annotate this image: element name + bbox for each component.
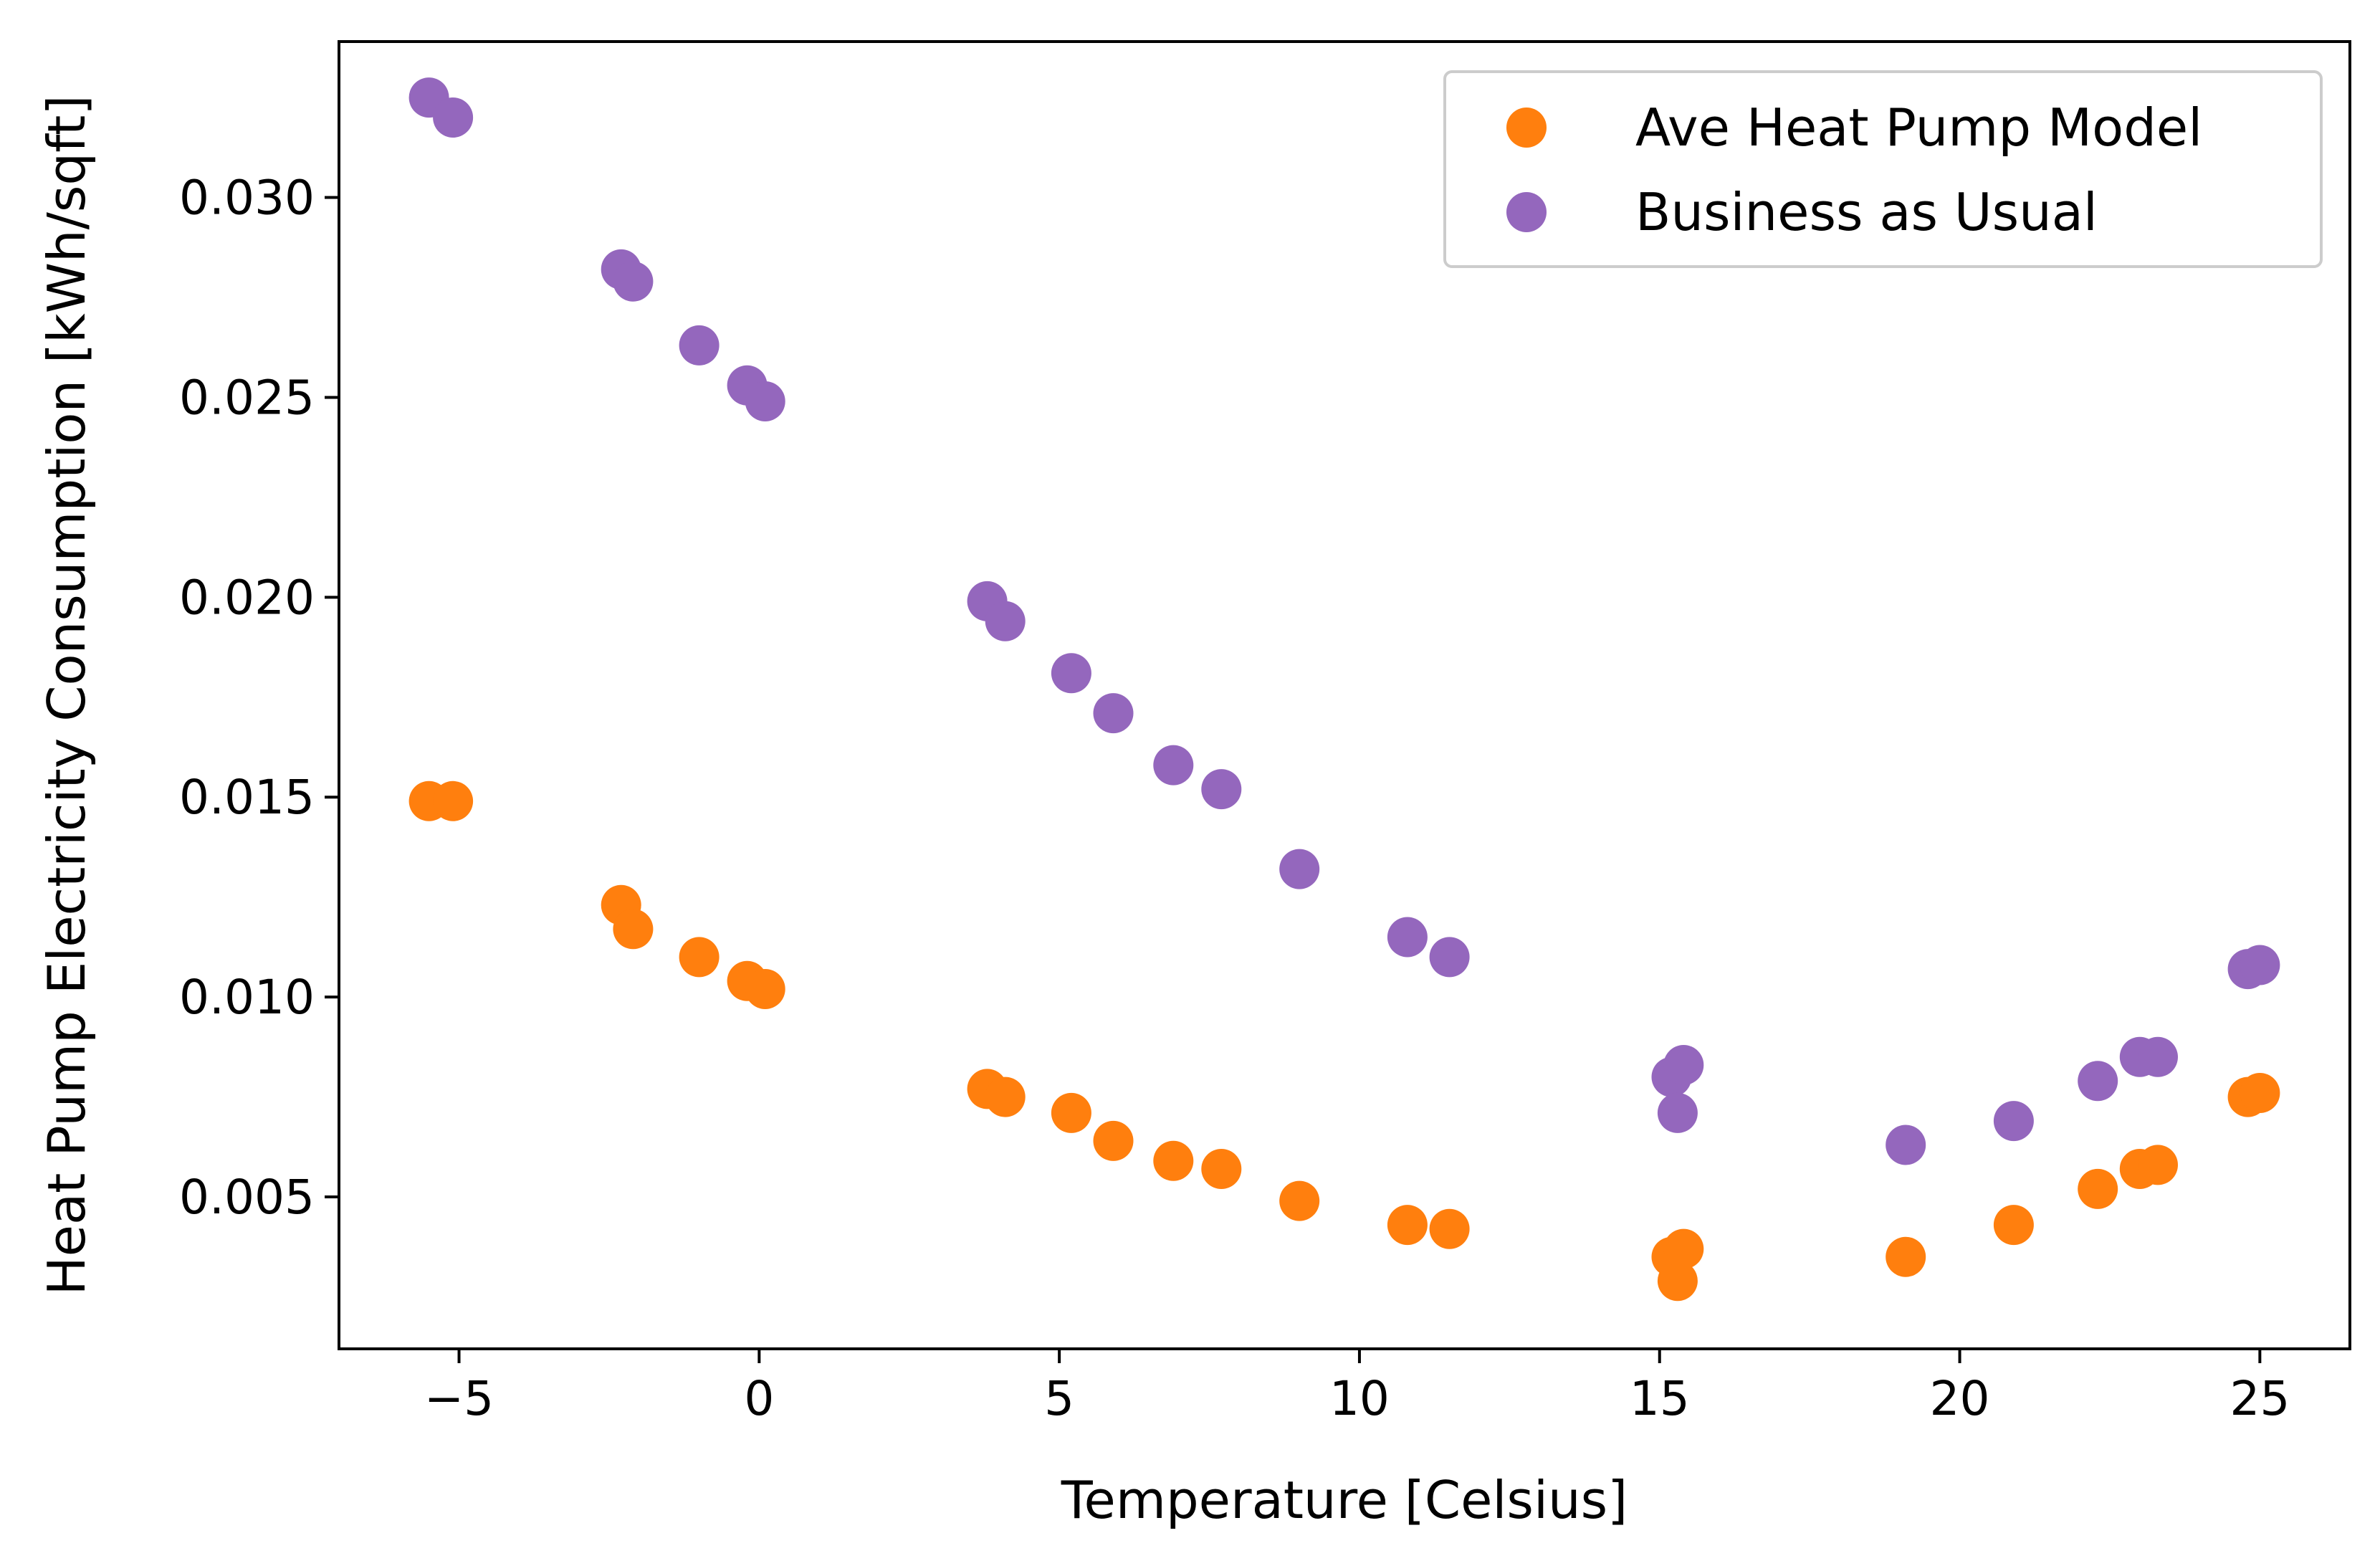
y-tick-label: 0.030 (179, 171, 315, 226)
x-tick-label: 25 (2230, 1371, 2290, 1426)
data-point (2240, 945, 2280, 985)
data-point (1051, 1092, 1091, 1133)
data-point (613, 261, 654, 302)
data-point (2138, 1145, 2178, 1185)
data-point (2078, 1061, 2118, 1102)
data-point (1429, 1208, 1470, 1249)
data-point (745, 381, 785, 421)
data-point (1201, 769, 1242, 810)
data-point (1153, 745, 1194, 786)
x-tick-label: 20 (1930, 1371, 1990, 1426)
data-point (1993, 1205, 2034, 1246)
data-point (613, 909, 654, 950)
data-point (1093, 1120, 1134, 1161)
marks-layer (408, 77, 2280, 1302)
data-point (1429, 937, 1470, 978)
data-point (679, 325, 720, 366)
data-point (1153, 1140, 1194, 1181)
data-point (985, 601, 1026, 641)
legend-label: Business as Usual (1635, 182, 2098, 242)
y-tick-label: 0.020 (179, 570, 315, 625)
legend: Ave Heat Pump Model Business as Usual (1443, 70, 2323, 268)
series-ave-heat-pump-model (408, 780, 2280, 1302)
legend-marker (1506, 192, 1547, 232)
y-axis: 0.005 0.010 0.015 0.020 0.025 0.030 (179, 171, 339, 1225)
data-point (2138, 1036, 2178, 1077)
data-point (1051, 653, 1091, 694)
y-tick-label: 0.015 (179, 770, 315, 825)
x-tick-label: 5 (1044, 1371, 1074, 1426)
x-tick-label: −5 (424, 1371, 494, 1426)
data-point (1657, 1092, 1698, 1133)
data-point (1387, 1205, 1428, 1246)
series-business-as-usual (408, 77, 2280, 1165)
y-tick-label: 0.025 (179, 370, 315, 425)
data-point (2078, 1168, 2118, 1209)
legend-label: Ave Heat Pump Model (1635, 97, 2202, 158)
x-tick-label: 10 (1329, 1371, 1390, 1426)
y-axis-label: Heat Pump Electricity Consumption [kWh/s… (37, 95, 97, 1296)
data-point (679, 937, 720, 978)
x-tick-label: 15 (1630, 1371, 1690, 1426)
data-point (1886, 1236, 1926, 1277)
x-tick-label: 0 (744, 1371, 774, 1426)
data-point (1886, 1125, 1926, 1165)
data-point (1279, 849, 1320, 889)
x-axis-label: Temperature [Celsius] (1061, 1470, 1628, 1530)
data-point (1093, 693, 1134, 734)
legend-box (1443, 70, 2323, 268)
data-point (1279, 1180, 1320, 1221)
data-point (1663, 1228, 1704, 1269)
y-tick-label: 0.005 (179, 1170, 315, 1225)
data-point (1663, 1045, 1704, 1085)
data-point (433, 780, 474, 821)
data-point (1657, 1261, 1698, 1302)
data-point (433, 97, 474, 138)
data-point (1387, 917, 1428, 958)
y-tick-label: 0.010 (179, 970, 315, 1025)
data-point (1201, 1149, 1242, 1189)
data-point (745, 969, 785, 1009)
data-point (2240, 1073, 2280, 1113)
legend-marker (1506, 108, 1547, 148)
x-axis: −5 0 5 10 15 20 25 (424, 1349, 2290, 1426)
data-point (1993, 1101, 2034, 1142)
data-point (985, 1076, 1026, 1117)
